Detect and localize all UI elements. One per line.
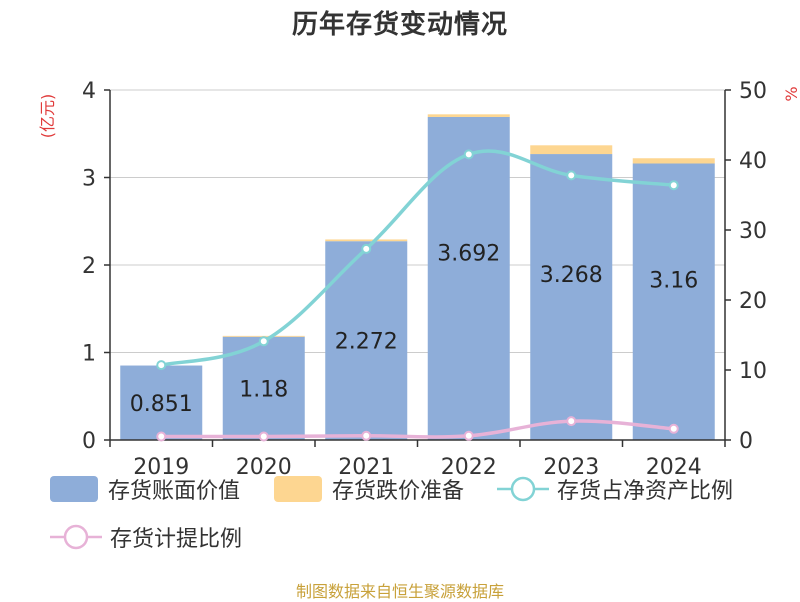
point-provision-ratio	[668, 423, 679, 434]
bar-inventory-value	[427, 116, 510, 440]
y-tick-label-left: 4	[82, 79, 96, 104]
bar-inventory-value	[120, 365, 203, 440]
legend-item-inventory-value[interactable]: 存货账面价值	[50, 474, 240, 504]
data-label-inventory-value: 1.18	[239, 377, 288, 402]
y-tick-label-right: 0	[739, 429, 753, 454]
y-axis-unit-left: (亿元)	[38, 94, 57, 139]
bar-inventory-value	[530, 154, 613, 441]
data-label-inventory-value: 2.272	[335, 330, 398, 355]
y-axis-unit-right: %	[782, 86, 800, 101]
legend-item-provision-ratio[interactable]: 存货计提比例	[50, 522, 242, 552]
y-tick-label-right: 30	[739, 219, 767, 244]
legend-symbol-provision-ratio	[50, 524, 102, 550]
x-tick-label: 2023	[543, 455, 599, 480]
legend-line-marker	[63, 524, 89, 550]
bar-impairment-reserve	[530, 145, 613, 155]
bar-impairment-reserve	[427, 114, 510, 117]
point-net-asset-ratio	[463, 149, 474, 160]
chart-title: 历年存货变动情况	[291, 10, 508, 40]
y-tick-label-right: 50	[739, 79, 767, 104]
point-net-asset-ratio	[258, 336, 269, 347]
legend-symbol-net-asset-ratio	[497, 476, 549, 502]
legend-item-impairment-reserve[interactable]: 存货跌价准备	[274, 474, 464, 504]
data-label-inventory-value: 3.268	[540, 263, 603, 288]
source-note: 制图数据来自恒生聚源数据库	[295, 582, 504, 601]
y-tick-label-left: 2	[82, 254, 96, 279]
legend-label-impairment-reserve: 存货跌价准备	[332, 479, 465, 504]
point-provision-ratio	[463, 430, 474, 441]
point-net-asset-ratio	[361, 243, 372, 254]
y-tick-label-right: 20	[739, 289, 767, 314]
legend-swatch-impairment-reserve	[274, 476, 322, 502]
line-layer	[156, 149, 679, 442]
line-net-asset-ratio	[160, 149, 674, 367]
x-tick-label: 2020	[236, 455, 292, 480]
data-label-inventory-value: 3.16	[649, 269, 698, 294]
legend-label-provision-ratio: 存货计提比例	[110, 527, 243, 552]
point-provision-ratio	[361, 430, 372, 441]
point-provision-ratio	[156, 431, 167, 442]
bar-inventory-value	[632, 163, 715, 440]
data-label-inventory-value: 0.851	[130, 392, 193, 417]
y-tick-label-left: 0	[82, 429, 96, 454]
data-label-inventory-value: 3.692	[437, 242, 500, 267]
grid-layer	[110, 89, 725, 353]
bar-layer	[120, 114, 715, 441]
x-tick-label: 2019	[133, 455, 189, 480]
point-net-asset-ratio	[156, 360, 167, 371]
bar-impairment-reserve	[325, 239, 408, 242]
y-tick-label-right: 40	[739, 149, 767, 174]
legend-label-net-asset-ratio: 存货占净资产比例	[557, 479, 734, 504]
legend-swatch-inventory-value	[50, 476, 98, 502]
legend-line-marker	[510, 476, 536, 502]
point-net-asset-ratio	[566, 170, 577, 181]
bar-impairment-reserve	[632, 158, 715, 164]
y-tick-label-left: 3	[82, 167, 96, 192]
x-tick-label: 2022	[441, 455, 497, 480]
y-tick-label-left: 1	[82, 342, 96, 367]
label-layer: 0.851 1.18 2.272 3.692 3.268 3.16	[130, 242, 698, 417]
point-provision-ratio	[566, 416, 577, 427]
x-tick-label: 2021	[338, 455, 394, 480]
line-provision-ratio	[161, 419, 674, 439]
legend-label-inventory-value: 存货账面价值	[108, 479, 241, 504]
y-tick-label-right: 10	[739, 359, 767, 384]
legend-item-net-asset-ratio[interactable]: 存货占净资产比例	[497, 474, 733, 504]
point-net-asset-ratio	[668, 180, 679, 191]
x-tick-label: 2024	[646, 455, 702, 480]
point-provision-ratio	[258, 431, 269, 442]
